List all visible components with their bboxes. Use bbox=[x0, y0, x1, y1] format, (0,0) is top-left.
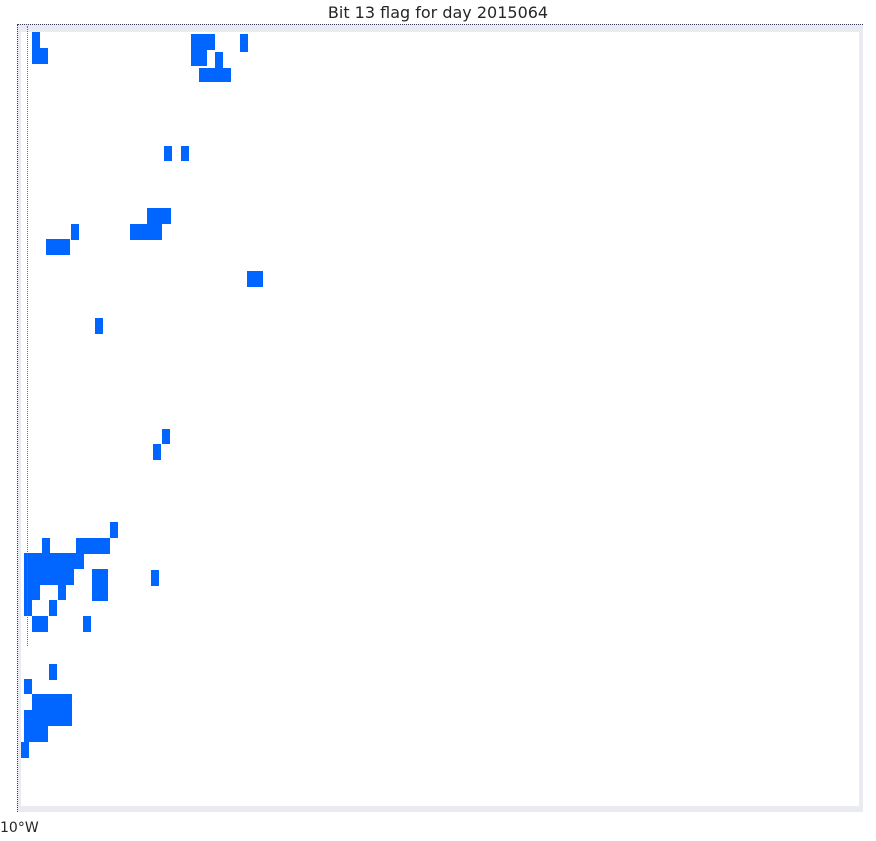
map-title: Bit 13 flag for day 2015064 bbox=[327, 3, 549, 22]
flag-cell bbox=[49, 600, 57, 616]
flag-cell bbox=[24, 553, 84, 569]
flag-cell bbox=[191, 34, 207, 66]
flag-cell bbox=[32, 616, 48, 632]
flag-cell bbox=[147, 208, 171, 224]
flag-layer bbox=[21, 32, 263, 758]
flag-cell bbox=[199, 68, 231, 82]
coastline-inner bbox=[27, 26, 28, 646]
flag-cell bbox=[247, 271, 263, 287]
flag-cell bbox=[58, 585, 66, 600]
flag-cell bbox=[164, 146, 172, 161]
flag-cell bbox=[24, 726, 48, 742]
flag-cell bbox=[181, 146, 189, 161]
flag-cell bbox=[24, 679, 32, 694]
map-panel bbox=[17, 24, 863, 812]
flag-cell bbox=[49, 664, 57, 680]
flag-cells bbox=[21, 32, 263, 758]
flag-cell bbox=[95, 318, 103, 334]
flag-cell bbox=[46, 239, 70, 255]
flag-cell bbox=[24, 710, 72, 726]
flag-cell bbox=[24, 600, 32, 616]
flag-cell bbox=[32, 48, 48, 64]
flag-cell bbox=[162, 429, 170, 444]
longitude-tick-label: 10°W bbox=[0, 820, 39, 836]
flag-cell bbox=[21, 742, 29, 758]
flag-cell bbox=[130, 224, 162, 240]
flag-cell bbox=[24, 569, 74, 585]
flag-cell bbox=[83, 616, 91, 632]
flag-cell bbox=[71, 224, 79, 240]
coastline-west bbox=[17, 24, 18, 812]
flag-cell bbox=[151, 570, 159, 586]
flag-cell bbox=[240, 34, 248, 52]
flag-cell bbox=[32, 694, 72, 710]
flag-cell bbox=[42, 538, 50, 554]
map-area bbox=[21, 32, 859, 806]
coastline-north bbox=[17, 24, 863, 25]
flag-cell bbox=[92, 569, 108, 601]
flag-cell bbox=[76, 538, 110, 554]
flag-cell bbox=[24, 585, 40, 600]
flag-cell bbox=[153, 444, 161, 460]
flag-cell bbox=[110, 522, 118, 538]
flag-cell bbox=[215, 52, 223, 68]
